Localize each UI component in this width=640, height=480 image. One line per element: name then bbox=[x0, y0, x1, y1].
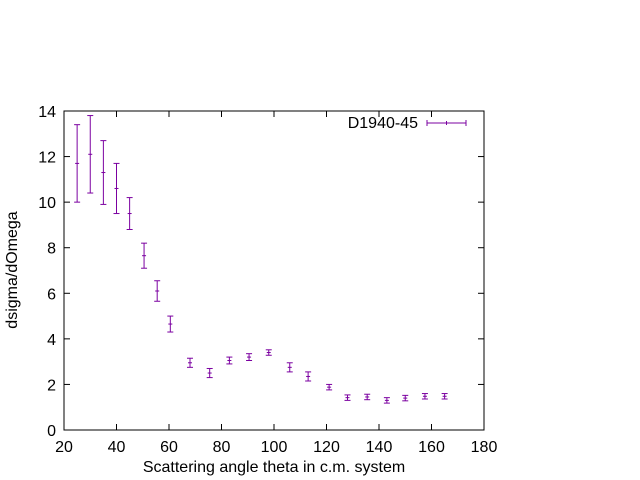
data-point bbox=[87, 115, 94, 194]
y-tick-label: 14 bbox=[38, 104, 56, 121]
y-tick-label: 4 bbox=[47, 332, 56, 349]
data-point bbox=[167, 315, 174, 333]
plot-frame bbox=[63, 110, 485, 431]
data-point bbox=[154, 280, 161, 302]
x-tick-label: 100 bbox=[261, 439, 288, 456]
data-point bbox=[265, 349, 272, 356]
data-point bbox=[246, 353, 253, 362]
data-point bbox=[126, 197, 133, 230]
y-tick-label: 8 bbox=[47, 241, 56, 258]
y-tick-label: 2 bbox=[47, 377, 56, 394]
data-point bbox=[421, 393, 428, 400]
x-axis-ticks: 20 40 60 80 100 120 140 160 180 bbox=[55, 111, 497, 456]
data-point bbox=[74, 124, 81, 203]
legend: D1940-45 bbox=[348, 115, 467, 132]
data-point bbox=[206, 367, 213, 379]
data-point bbox=[113, 162, 120, 215]
data-point bbox=[187, 357, 193, 368]
x-tick-label: 160 bbox=[418, 439, 445, 456]
data-point bbox=[383, 397, 390, 404]
y-tick-label: 12 bbox=[38, 150, 56, 167]
x-tick-label: 40 bbox=[108, 439, 126, 456]
data-point bbox=[226, 356, 233, 365]
legend-label: D1940-45 bbox=[348, 115, 418, 132]
data-point bbox=[364, 393, 371, 401]
x-tick-label: 60 bbox=[160, 439, 178, 456]
x-tick-label: 120 bbox=[313, 439, 340, 456]
data-point bbox=[141, 242, 148, 269]
data-point bbox=[326, 383, 333, 391]
data-point bbox=[100, 140, 107, 205]
legend-symbol bbox=[426, 120, 467, 126]
y-tick-label: 6 bbox=[47, 286, 56, 303]
x-tick-label: 140 bbox=[366, 439, 393, 456]
data-point bbox=[402, 394, 409, 402]
y-tick-label: 0 bbox=[47, 423, 56, 440]
x-axis-label: Scattering angle theta in c.m. system bbox=[143, 459, 405, 476]
y-axis-ticks: 0 2 4 6 8 10 12 14 bbox=[38, 104, 484, 440]
x-tick-label: 20 bbox=[55, 439, 73, 456]
y-tick-label: 10 bbox=[38, 195, 56, 212]
x-tick-label: 80 bbox=[213, 439, 231, 456]
x-tick-label: 180 bbox=[471, 439, 498, 456]
data-point bbox=[344, 394, 351, 401]
data-point bbox=[305, 371, 312, 382]
data-point bbox=[441, 393, 448, 400]
data-points bbox=[74, 115, 448, 404]
y-axis-label: dsigma/dOmega bbox=[4, 211, 21, 328]
data-point bbox=[286, 362, 293, 373]
